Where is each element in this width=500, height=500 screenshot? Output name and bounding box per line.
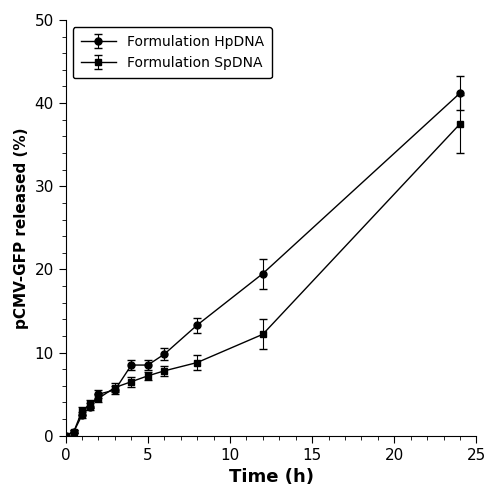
X-axis label: Time (h): Time (h): [228, 468, 314, 486]
Legend: Formulation HpDNA, Formulation SpDNA: Formulation HpDNA, Formulation SpDNA: [72, 27, 272, 78]
Y-axis label: pCMV-GFP released (%): pCMV-GFP released (%): [14, 127, 29, 328]
